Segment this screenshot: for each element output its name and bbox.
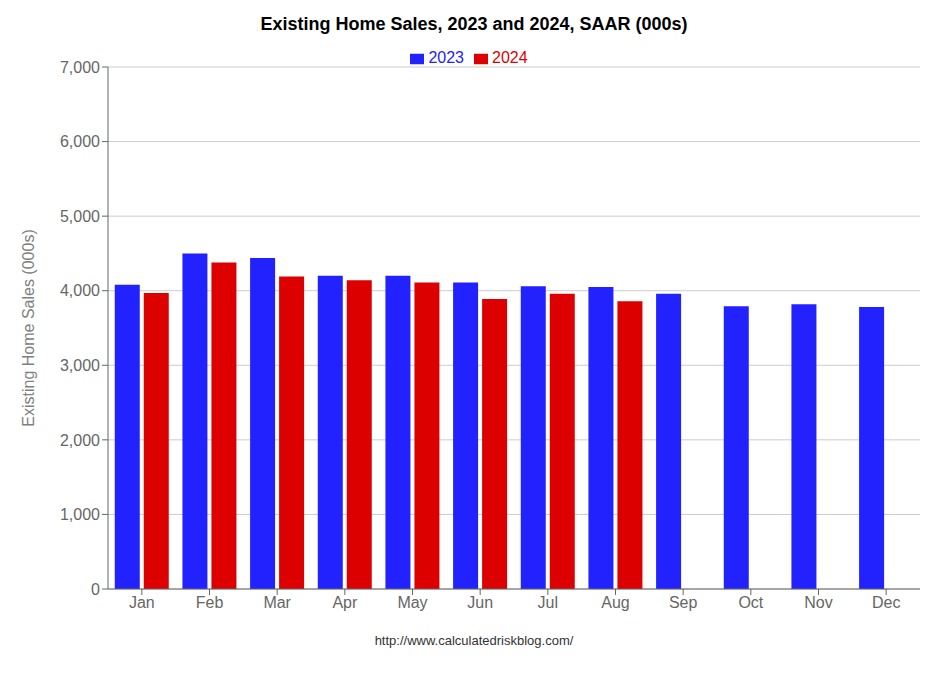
html-text:http://www.calculatedriskblog.: http://www.calculatedriskblog.com/ (374, 633, 574, 648)
svg-text:Feb: Feb (196, 594, 224, 611)
svg-text:Jun: Jun (467, 594, 493, 611)
svg-text:Sep: Sep (669, 594, 698, 611)
svg-text:4,000: 4,000 (60, 282, 100, 299)
svg-text:May: May (397, 594, 427, 611)
html-text:2023: 2023 (428, 49, 464, 66)
html-text:Existing Home Sales, 2023 and: Existing Home Sales, 2023 and 2024, SAAR… (260, 14, 688, 34)
svg-text:3,000: 3,000 (60, 357, 100, 374)
svg-text:0: 0 (91, 581, 100, 598)
svg-text:Nov: Nov (804, 594, 832, 611)
svg-text:1,000: 1,000 (60, 506, 100, 523)
svg-text:Mar: Mar (263, 594, 291, 611)
svg-text:5,000: 5,000 (60, 208, 100, 225)
svg-text:Apr: Apr (332, 594, 358, 611)
svg-text:Existing Home Sales (000s): Existing Home Sales (000s) (20, 229, 37, 426)
svg-text:Jul: Jul (538, 594, 558, 611)
svg-text:6,000: 6,000 (60, 133, 100, 150)
html-text:2024: 2024 (492, 49, 528, 66)
svg-text:Aug: Aug (601, 594, 629, 611)
svg-text:Oct: Oct (738, 594, 763, 611)
svg-text:7,000: 7,000 (60, 59, 100, 76)
svg-text:Dec: Dec (872, 594, 900, 611)
svg-text:Jan: Jan (129, 594, 155, 611)
svg-text:2,000: 2,000 (60, 432, 100, 449)
